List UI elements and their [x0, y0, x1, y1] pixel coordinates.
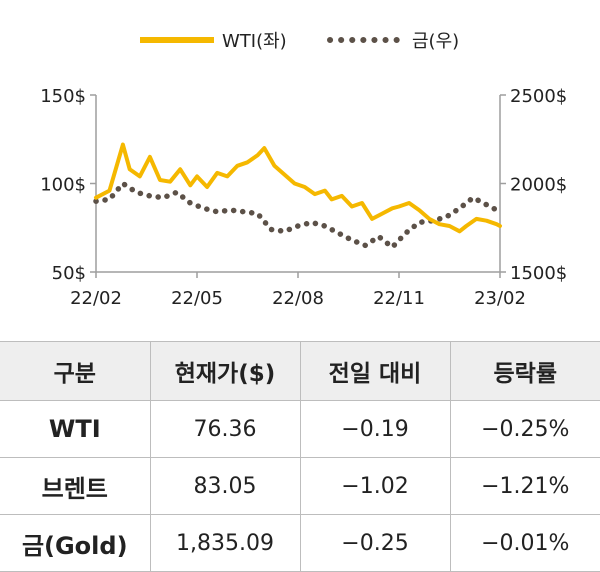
left-y-tick-label: 100$ — [40, 175, 86, 196]
price-table: 구분 현재가($) 전일 대비 등락률 WTI 76.36 −0.19 −0.2… — [0, 341, 600, 572]
cell-price: 76.36 — [149, 400, 300, 458]
legend-wti-label: WTI(좌) — [222, 31, 287, 52]
table-row: 브렌트 83.05 −1.02 −1.21% — [0, 457, 600, 515]
cell-change: −0.25 — [299, 514, 450, 572]
table-row: WTI 76.36 −0.19 −0.25% — [0, 400, 600, 458]
cell-price: 83.05 — [149, 457, 300, 515]
cell-rate: −0.25% — [449, 400, 600, 458]
axis-ticks: 150$ 100$ 50$ 2500$ 2000$ 1500$ 22/02 22/05 22/0… — [40, 86, 567, 309]
x-tick-label: 22/08 — [272, 288, 324, 309]
gold-series-line — [93, 180, 503, 250]
header-current-price: 현재가($) — [149, 341, 300, 401]
left-y-tick-label: 50$ — [52, 263, 86, 284]
x-tick-label: 23/02 — [474, 288, 526, 309]
legend-gold-label: 금(우) — [412, 31, 459, 52]
header-change-rate: 등락률 — [449, 341, 600, 401]
row-name-wti: WTI — [0, 400, 150, 458]
chart-legend: WTI(좌) 금(우) — [140, 31, 459, 52]
x-tick-label: 22/11 — [373, 288, 425, 309]
cell-change: −0.19 — [299, 400, 450, 458]
cell-rate: −0.01% — [449, 514, 600, 572]
left-y-tick-label: 150$ — [40, 86, 86, 107]
chart-canvas: WTI(좌) 금(우) 150$ 100$ 50$ 2500$ 2000$ 1500$ 22… — [40, 31, 567, 309]
x-tick-label: 22/02 — [70, 288, 122, 309]
table-header-row: 구분 현재가($) 전일 대비 등락률 — [0, 341, 600, 401]
row-name-brent: 브렌트 — [0, 457, 150, 515]
cell-price: 1,835.09 — [149, 514, 300, 572]
right-y-tick-label: 2000$ — [510, 175, 567, 196]
header-category: 구분 — [0, 341, 150, 401]
series-layer — [93, 142, 503, 250]
table-row: 금(Gold) 1,835.09 −0.25 −0.01% — [0, 514, 600, 572]
cell-change: −1.02 — [299, 457, 450, 515]
right-y-tick-label: 2500$ — [510, 86, 567, 107]
wti-series-line — [94, 142, 502, 234]
cell-rate: −1.21% — [449, 457, 600, 515]
oil-gold-chart: WTI(좌) 금(우) 150$ 100$ 50$ 2500$ 2000$ 1500$ 22… — [40, 31, 567, 309]
right-y-tick-label: 1500$ — [510, 263, 567, 284]
x-tick-label: 22/05 — [171, 288, 223, 309]
header-daily-change: 전일 대비 — [299, 341, 450, 401]
row-name-gold: 금(Gold) — [0, 514, 150, 572]
